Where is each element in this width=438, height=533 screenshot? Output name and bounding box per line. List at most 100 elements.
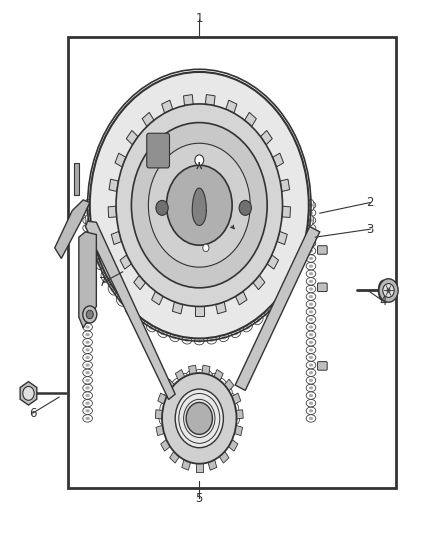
- Polygon shape: [192, 188, 206, 225]
- Ellipse shape: [85, 204, 90, 207]
- Ellipse shape: [162, 406, 164, 411]
- Text: 5: 5: [196, 492, 203, 505]
- Polygon shape: [261, 131, 272, 145]
- Ellipse shape: [85, 241, 90, 245]
- Ellipse shape: [85, 219, 90, 222]
- Text: 3: 3: [367, 223, 374, 236]
- Polygon shape: [142, 112, 154, 126]
- Ellipse shape: [170, 334, 179, 342]
- Ellipse shape: [83, 392, 92, 399]
- Ellipse shape: [243, 324, 252, 332]
- Ellipse shape: [276, 299, 280, 303]
- Polygon shape: [173, 302, 183, 314]
- Ellipse shape: [309, 394, 313, 397]
- Ellipse shape: [174, 381, 178, 385]
- Ellipse shape: [306, 255, 316, 262]
- Ellipse shape: [164, 396, 167, 401]
- Ellipse shape: [83, 209, 92, 216]
- Ellipse shape: [309, 227, 313, 230]
- Ellipse shape: [83, 407, 92, 415]
- Ellipse shape: [172, 378, 180, 387]
- Polygon shape: [189, 365, 197, 377]
- Ellipse shape: [194, 337, 204, 345]
- Ellipse shape: [108, 285, 116, 295]
- Ellipse shape: [309, 272, 313, 276]
- Ellipse shape: [83, 415, 92, 422]
- Ellipse shape: [85, 257, 90, 260]
- Circle shape: [116, 104, 283, 306]
- Ellipse shape: [309, 409, 313, 413]
- Polygon shape: [170, 449, 180, 463]
- Polygon shape: [195, 306, 204, 316]
- Ellipse shape: [309, 333, 313, 336]
- Circle shape: [83, 306, 97, 323]
- Ellipse shape: [309, 249, 313, 253]
- Ellipse shape: [197, 372, 201, 375]
- Ellipse shape: [306, 293, 316, 300]
- Ellipse shape: [292, 275, 296, 280]
- Ellipse shape: [83, 217, 92, 224]
- Ellipse shape: [83, 285, 92, 293]
- Ellipse shape: [83, 384, 92, 392]
- Ellipse shape: [306, 392, 316, 399]
- Ellipse shape: [149, 326, 153, 329]
- Ellipse shape: [128, 309, 131, 313]
- Ellipse shape: [310, 203, 312, 208]
- Ellipse shape: [308, 199, 314, 211]
- Ellipse shape: [161, 416, 163, 421]
- Ellipse shape: [83, 201, 92, 209]
- Ellipse shape: [309, 287, 313, 290]
- Polygon shape: [282, 206, 290, 217]
- Ellipse shape: [83, 308, 92, 316]
- Ellipse shape: [306, 247, 316, 255]
- Ellipse shape: [210, 338, 214, 342]
- Polygon shape: [74, 163, 79, 195]
- Text: 7: 7: [99, 276, 107, 289]
- Ellipse shape: [203, 370, 212, 378]
- Ellipse shape: [309, 257, 313, 260]
- Ellipse shape: [85, 234, 90, 237]
- Ellipse shape: [85, 326, 90, 329]
- Polygon shape: [223, 379, 234, 393]
- Ellipse shape: [83, 369, 92, 376]
- Ellipse shape: [309, 341, 313, 344]
- FancyBboxPatch shape: [318, 283, 327, 292]
- Ellipse shape: [85, 417, 90, 420]
- Ellipse shape: [309, 401, 313, 405]
- Ellipse shape: [305, 230, 311, 241]
- Polygon shape: [162, 100, 173, 113]
- Circle shape: [156, 200, 168, 215]
- Circle shape: [148, 143, 250, 267]
- Polygon shape: [253, 276, 265, 289]
- Ellipse shape: [309, 386, 313, 390]
- Ellipse shape: [234, 406, 237, 411]
- Ellipse shape: [125, 307, 134, 316]
- Ellipse shape: [85, 394, 90, 397]
- Ellipse shape: [83, 316, 92, 323]
- Polygon shape: [161, 438, 172, 451]
- Ellipse shape: [307, 233, 310, 238]
- Ellipse shape: [85, 318, 90, 321]
- Ellipse shape: [309, 219, 313, 222]
- Circle shape: [86, 310, 93, 319]
- Ellipse shape: [306, 415, 316, 422]
- Ellipse shape: [97, 262, 100, 266]
- Polygon shape: [216, 302, 226, 314]
- Polygon shape: [155, 410, 165, 419]
- Ellipse shape: [83, 262, 92, 270]
- Ellipse shape: [83, 361, 92, 369]
- Ellipse shape: [225, 385, 232, 395]
- Ellipse shape: [85, 348, 90, 351]
- Circle shape: [131, 123, 267, 288]
- Ellipse shape: [85, 295, 90, 298]
- Ellipse shape: [309, 234, 313, 237]
- Ellipse shape: [205, 373, 210, 376]
- Ellipse shape: [85, 227, 90, 230]
- Ellipse shape: [257, 318, 261, 322]
- Ellipse shape: [158, 329, 167, 337]
- Ellipse shape: [306, 407, 316, 415]
- Ellipse shape: [254, 316, 263, 325]
- Ellipse shape: [83, 346, 92, 353]
- Ellipse shape: [83, 232, 92, 239]
- Ellipse shape: [83, 224, 92, 232]
